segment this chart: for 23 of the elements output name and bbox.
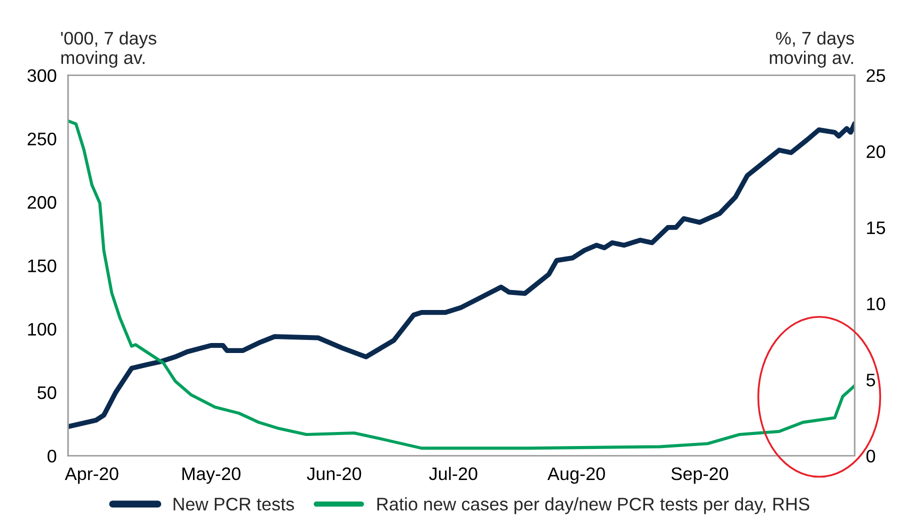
x-tick-label: Aug-20 — [547, 467, 605, 484]
y2-axis-title: %, 7 days moving av. — [770, 31, 854, 68]
y-tick-label: 200 — [28, 196, 56, 209]
y-tick-label: 150 — [28, 259, 56, 272]
x-tick-label: Apr-20 — [64, 467, 118, 484]
y2-tick-label: 20 — [866, 145, 886, 158]
y2-tick-label: 5 — [866, 374, 876, 386]
y2-tick-label: 25 — [866, 69, 886, 82]
y2-tick-label: 0 — [866, 450, 876, 463]
y-tick-label: 100 — [28, 322, 56, 336]
x-tick-label: Sep-20 — [671, 467, 728, 484]
y2-tick-label: 10 — [867, 298, 886, 310]
y-tick-label: 0 — [48, 450, 56, 463]
y-tick-label: 250 — [28, 132, 56, 146]
y-axis-title: '000, 7 days moving av. — [61, 31, 156, 68]
legend-label: Ratio new cases per day/new PCR tests per day, RHS — [377, 497, 810, 514]
y-tick-label: 50 — [38, 386, 56, 400]
x-tick-label: May-20 — [182, 467, 240, 484]
x-tick-label: Jun-20 — [306, 467, 362, 480]
x-tick-label: Jul-20 — [429, 466, 478, 480]
y2-tick-label: 15 — [867, 222, 886, 234]
legend-label: New PCR tests — [174, 498, 294, 511]
y-tick-label: 300 — [27, 69, 56, 82]
